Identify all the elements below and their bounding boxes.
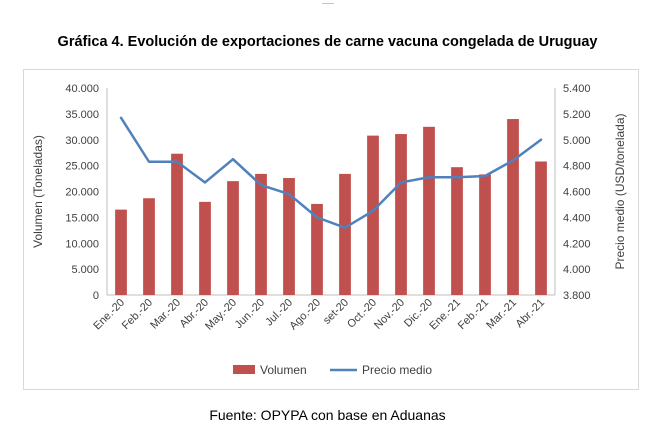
y2-tick-label: 5.200 bbox=[563, 109, 591, 121]
y-axis-title: Volumen (Toneladas) bbox=[31, 135, 45, 248]
bar-volumen bbox=[507, 119, 519, 295]
bar-volumen bbox=[535, 161, 547, 295]
bar-volumen bbox=[227, 181, 239, 295]
y-tick-label: 15.000 bbox=[65, 212, 99, 224]
source-note: Fuente: OPYPA con base en Aduanas bbox=[209, 407, 446, 423]
bar-volumen bbox=[255, 173, 267, 295]
y-tick-label: 35.000 bbox=[65, 109, 99, 121]
y-tick-label: 5.000 bbox=[71, 264, 99, 276]
legend-label-precio-medio: Precio medio bbox=[362, 363, 432, 377]
x-tick-label: Ago.-20 bbox=[287, 297, 323, 333]
y2-tick-label: 4.800 bbox=[563, 161, 591, 173]
legend-label-volumen: Volumen bbox=[260, 363, 307, 377]
y2-axis-title: Precio medio (USD/tonelada) bbox=[613, 113, 627, 269]
bar-volumen bbox=[171, 153, 183, 295]
header-mark bbox=[322, 0, 334, 4]
x-tick-label: Mar.-20 bbox=[148, 297, 183, 332]
y-tick-label: 20.000 bbox=[65, 187, 99, 199]
y2-tick-label: 3.800 bbox=[563, 290, 591, 302]
x-tick-label: Ene.-21 bbox=[427, 297, 463, 333]
y-tick-label: 40.000 bbox=[65, 83, 99, 95]
bar-volumen bbox=[199, 201, 211, 295]
legend-swatch-volumen bbox=[233, 365, 255, 374]
y2-tick-label: 5.400 bbox=[563, 83, 591, 95]
bar-volumen bbox=[451, 167, 463, 295]
bar-volumen bbox=[479, 174, 491, 295]
y2-tick-label: 4.000 bbox=[563, 264, 591, 276]
y-tick-label: 0 bbox=[93, 290, 99, 302]
x-tick-label: Feb.-21 bbox=[456, 297, 491, 332]
y2-tick-label: 4.200 bbox=[563, 238, 591, 250]
bar-volumen bbox=[115, 209, 127, 295]
bar-volumen bbox=[395, 134, 407, 295]
y2-tick-label: 5.000 bbox=[563, 135, 591, 147]
x-tick-label: Mar.-21 bbox=[484, 297, 519, 332]
y-tick-label: 25.000 bbox=[65, 161, 99, 173]
x-tick-label: May.-20 bbox=[203, 297, 239, 333]
bar-volumen bbox=[423, 126, 435, 295]
bar-volumen bbox=[367, 135, 379, 295]
x-tick-label: Nov.-20 bbox=[372, 297, 407, 332]
y-tick-label: 10.000 bbox=[65, 238, 99, 250]
y2-tick-label: 4.400 bbox=[563, 212, 591, 224]
x-tick-label: Jun.-20 bbox=[233, 297, 267, 331]
chart-title: Gráfica 4. Evolución de exportaciones de… bbox=[57, 34, 598, 50]
bar-volumen bbox=[283, 178, 295, 295]
x-tick-label: Abr.-21 bbox=[514, 297, 548, 331]
x-tick-label: Feb.-20 bbox=[120, 297, 155, 332]
bar-volumen bbox=[143, 198, 155, 295]
bar-volumen bbox=[311, 203, 323, 295]
y2-tick-label: 4.600 bbox=[563, 187, 591, 199]
y-tick-label: 30.000 bbox=[65, 135, 99, 147]
line-precio-medio bbox=[119, 116, 543, 229]
bar-volumen bbox=[339, 173, 351, 295]
